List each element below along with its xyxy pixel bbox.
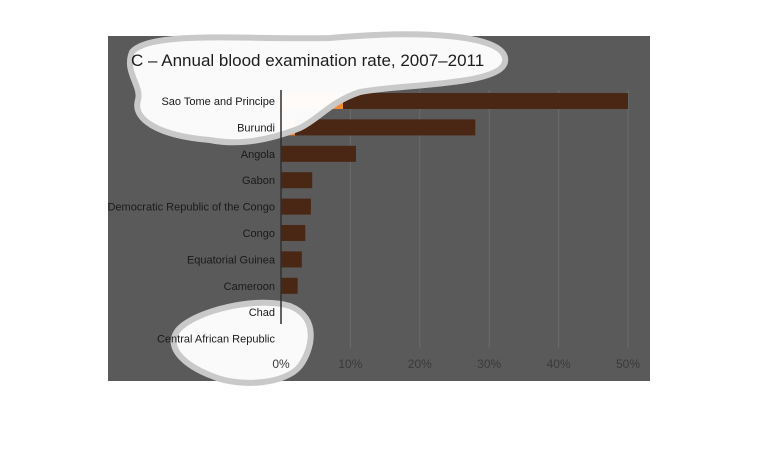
x-tick-label: 20%	[408, 357, 432, 371]
x-tick-label: 40%	[547, 357, 571, 371]
category-label: Burundi	[237, 122, 275, 134]
bar	[281, 225, 306, 241]
highlight-blob-bottom	[170, 299, 314, 386]
highlight-blobs	[127, 31, 509, 386]
bar	[281, 172, 313, 189]
category-labels: Sao Tome and Principe Burundi Angola Gabon D…	[107, 96, 275, 346]
x-tick-label: 10%	[338, 357, 362, 371]
bar	[281, 198, 311, 215]
bar	[281, 119, 476, 136]
bar	[281, 145, 356, 162]
highlight-blob-top	[127, 31, 509, 146]
bar	[281, 93, 628, 109]
category-label: Gabon	[242, 175, 275, 187]
x-tick-label: 30%	[477, 357, 501, 371]
x-tick-labels: 0% 10% 20% 30% 40% 50%	[272, 357, 640, 371]
chart-title: C – Annual blood examination rate, 2007–…	[131, 51, 484, 70]
x-tick-label: 50%	[616, 357, 640, 371]
bar	[281, 251, 302, 268]
category-label: Democratic Republic of the Congo	[107, 202, 275, 214]
category-label: Congo	[243, 228, 275, 240]
category-label: Angola	[241, 149, 276, 161]
category-label: Sao Tome and Principe	[161, 96, 275, 108]
category-label: Equatorial Guinea	[187, 254, 276, 266]
x-tick-label: 0%	[272, 357, 290, 371]
bar	[281, 277, 298, 294]
category-label: Cameroon	[224, 281, 275, 293]
category-label: Central African Republic	[157, 334, 276, 346]
category-label: Chad	[249, 307, 275, 319]
